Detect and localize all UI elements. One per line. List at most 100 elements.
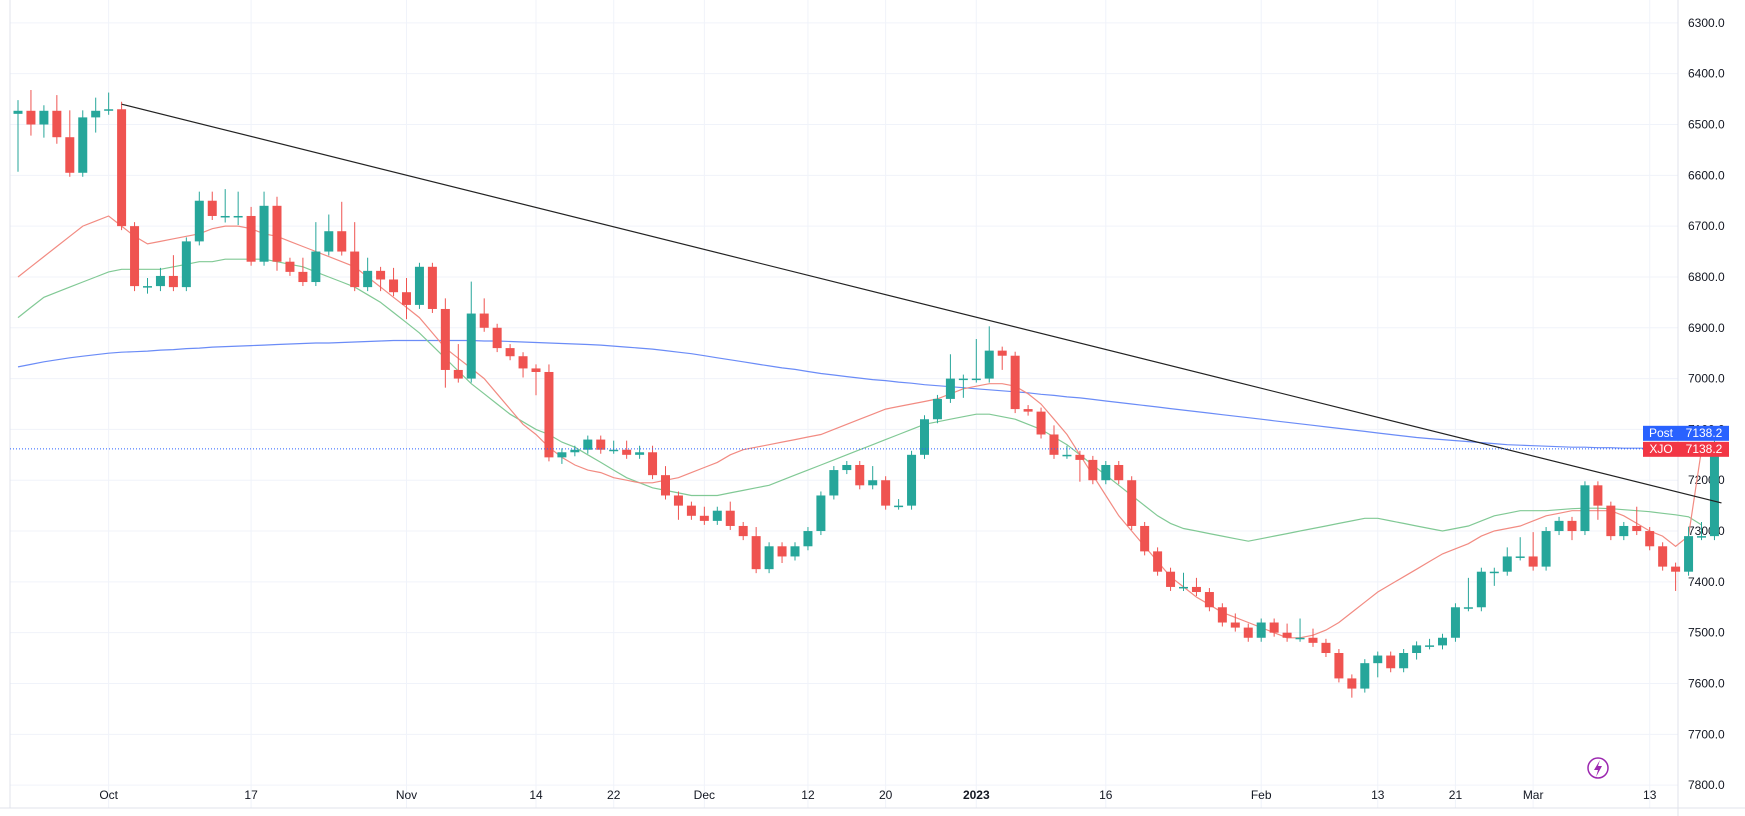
candle <box>531 364 541 396</box>
candle <box>1321 638 1331 658</box>
candle-body <box>583 439 593 450</box>
candle-body <box>414 266 424 305</box>
badge-value-bg <box>1679 425 1729 441</box>
candle <box>1191 577 1201 597</box>
y-tick-label: 6400.0 <box>1688 67 1725 81</box>
ma-mid-line <box>17 258 1702 542</box>
candle <box>738 521 748 541</box>
ma-fast-line <box>17 215 1703 639</box>
candle <box>1697 521 1706 541</box>
price-labels: Post 7138.2 XJO 7138.2 <box>10 425 1729 457</box>
candle-body <box>557 452 567 458</box>
lightning-icon[interactable] <box>1587 757 1609 779</box>
candle-body <box>842 464 852 471</box>
candle <box>479 298 489 332</box>
candle-body <box>790 546 800 557</box>
candle-body <box>233 215 243 218</box>
candle <box>570 445 580 457</box>
y-tick-label: 7400.0 <box>1688 575 1725 589</box>
x-tick-label: 22 <box>607 788 621 802</box>
candle-body <box>648 452 658 476</box>
candle <box>673 491 683 520</box>
candle-body <box>661 475 670 496</box>
candle <box>246 206 256 266</box>
candle <box>725 501 735 530</box>
candle <box>945 354 955 403</box>
candle <box>1062 445 1072 459</box>
candle <box>661 466 670 500</box>
candle-body <box>1140 525 1150 552</box>
candle <box>686 501 696 520</box>
x-tick-label: 14 <box>529 788 543 802</box>
candle-body <box>1269 622 1279 633</box>
candle-body <box>570 449 580 453</box>
candle <box>1541 527 1551 571</box>
candle-body <box>712 510 722 521</box>
candle <box>492 323 502 353</box>
candle <box>272 196 282 271</box>
candle-body <box>531 368 541 372</box>
candle <box>1373 651 1383 678</box>
candle-body <box>1101 464 1111 481</box>
candle <box>440 298 450 388</box>
candle-body <box>881 480 891 506</box>
time-axis[interactable]: Oct 17 Nov 14 22 Dec 12 20 2023 16 Feb 13 21 Mar 13 <box>99 788 1656 802</box>
x-tick-label: Nov <box>396 788 417 802</box>
candle-body <box>596 439 606 450</box>
candle-body <box>803 531 813 547</box>
candle <box>1489 567 1499 586</box>
candle-body <box>26 110 36 125</box>
candle <box>1101 460 1111 485</box>
x-tick-label: Oct <box>99 788 118 802</box>
candle <box>1282 623 1292 642</box>
candle-body <box>130 226 140 287</box>
candle-body <box>1619 525 1629 537</box>
candle-body <box>246 215 256 262</box>
candle-body <box>1204 592 1214 608</box>
candle <box>1114 460 1124 485</box>
candle <box>712 506 722 525</box>
candle-body <box>1166 571 1176 587</box>
candle-body <box>1360 663 1370 689</box>
candle <box>181 237 191 292</box>
candle-body <box>505 348 515 357</box>
candle <box>648 445 658 480</box>
candle-body <box>622 449 632 455</box>
candle-body <box>1308 637 1318 643</box>
candle <box>39 105 49 138</box>
candle-body <box>1179 586 1188 589</box>
candle <box>1438 633 1447 650</box>
candle-body <box>1010 355 1020 410</box>
candle-body <box>324 231 334 252</box>
ma-slow-line <box>17 339 1702 450</box>
candle <box>1606 501 1616 541</box>
candle <box>155 267 165 292</box>
candle-body <box>1075 454 1085 460</box>
candle-body <box>997 350 1007 356</box>
candle <box>311 222 321 287</box>
trendline-group[interactable] <box>121 103 1722 504</box>
candle <box>1269 618 1279 637</box>
badge-name-bg <box>1643 441 1679 457</box>
replay-button[interactable] <box>1587 757 1609 779</box>
candle <box>1230 613 1240 632</box>
candle-body <box>117 109 127 227</box>
candle-body <box>1023 409 1033 412</box>
candle-body <box>1567 520 1577 532</box>
candle <box>220 189 230 223</box>
candle <box>1632 506 1642 536</box>
candle-body <box>181 241 191 288</box>
trendline[interactable] <box>121 103 1722 504</box>
candle <box>829 466 839 500</box>
candle-body <box>259 205 269 262</box>
candle <box>635 445 645 459</box>
candle-body <box>1528 556 1538 567</box>
candle-body <box>1606 505 1616 537</box>
candle <box>699 506 709 525</box>
candle <box>803 527 813 551</box>
candle-body <box>1062 454 1072 457</box>
candle-body <box>816 495 826 532</box>
candle-body <box>1088 459 1098 481</box>
